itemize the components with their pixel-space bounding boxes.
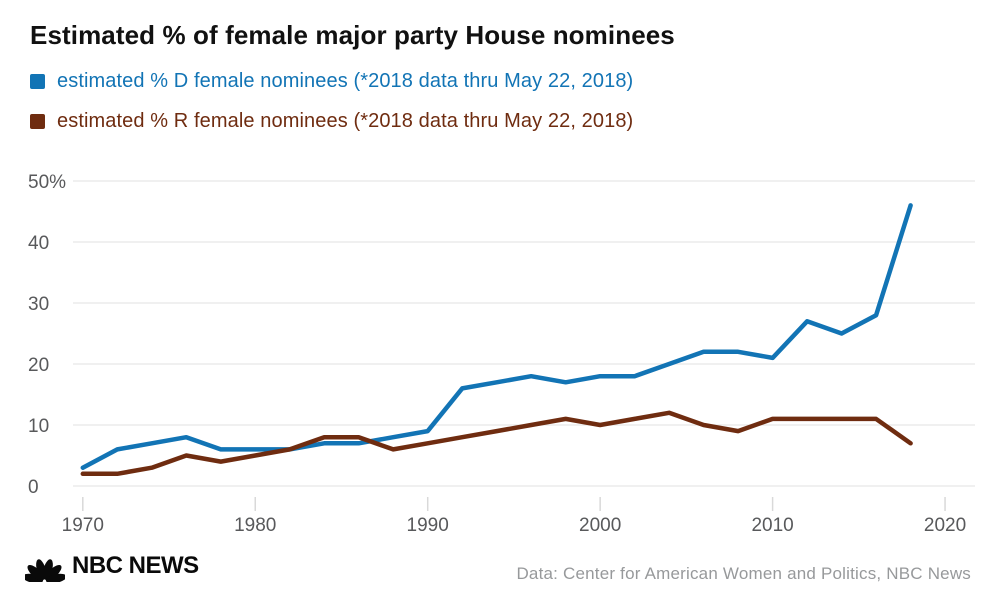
series-line-democrat: [80, 203, 913, 470]
legend-swatch-democrat-icon: [30, 74, 45, 89]
nbc-news-wordmark: NBC NEWS: [72, 552, 199, 579]
x-axis-label: 2010: [751, 515, 793, 536]
page-title: Estimated % of female major party House …: [30, 20, 675, 50]
x-axis-label: 2020: [924, 515, 966, 536]
y-axis-label: 20: [28, 355, 49, 376]
x-axis-label: 1980: [234, 515, 276, 536]
series-line-republican: [80, 410, 913, 477]
y-axis-label: 50%: [28, 172, 66, 193]
y-axis-label: 30: [28, 294, 49, 315]
chart-legend: estimated % D female nominees (*2018 dat…: [30, 70, 633, 133]
legend-item-republican: estimated % R female nominees (*2018 dat…: [30, 110, 633, 133]
nbc-news-logo: NBC NEWS: [25, 550, 199, 582]
line-chart: 0 10 20 30 40 50% 1970 1980 1990 2000 2010 2020: [28, 172, 975, 536]
y-axis-label: 10: [28, 416, 49, 437]
legend-swatch-republican-icon: [30, 114, 45, 129]
nbc-peacock-icon: [25, 559, 65, 582]
x-axis-label: 1970: [62, 515, 104, 536]
y-axis-label: 40: [28, 233, 49, 254]
y-axis-label: 0: [28, 477, 39, 498]
legend-label-democrat: estimated % D female nominees (*2018 dat…: [57, 70, 634, 92]
x-axis-label: 1990: [407, 515, 449, 536]
legend-label-republican: estimated % R female nominees (*2018 dat…: [57, 110, 634, 132]
legend-item-democrat: estimated % D female nominees (*2018 dat…: [30, 70, 633, 93]
x-axis-label: 2000: [579, 515, 621, 536]
data-attribution: Data: Center for American Women and Poli…: [516, 564, 971, 583]
